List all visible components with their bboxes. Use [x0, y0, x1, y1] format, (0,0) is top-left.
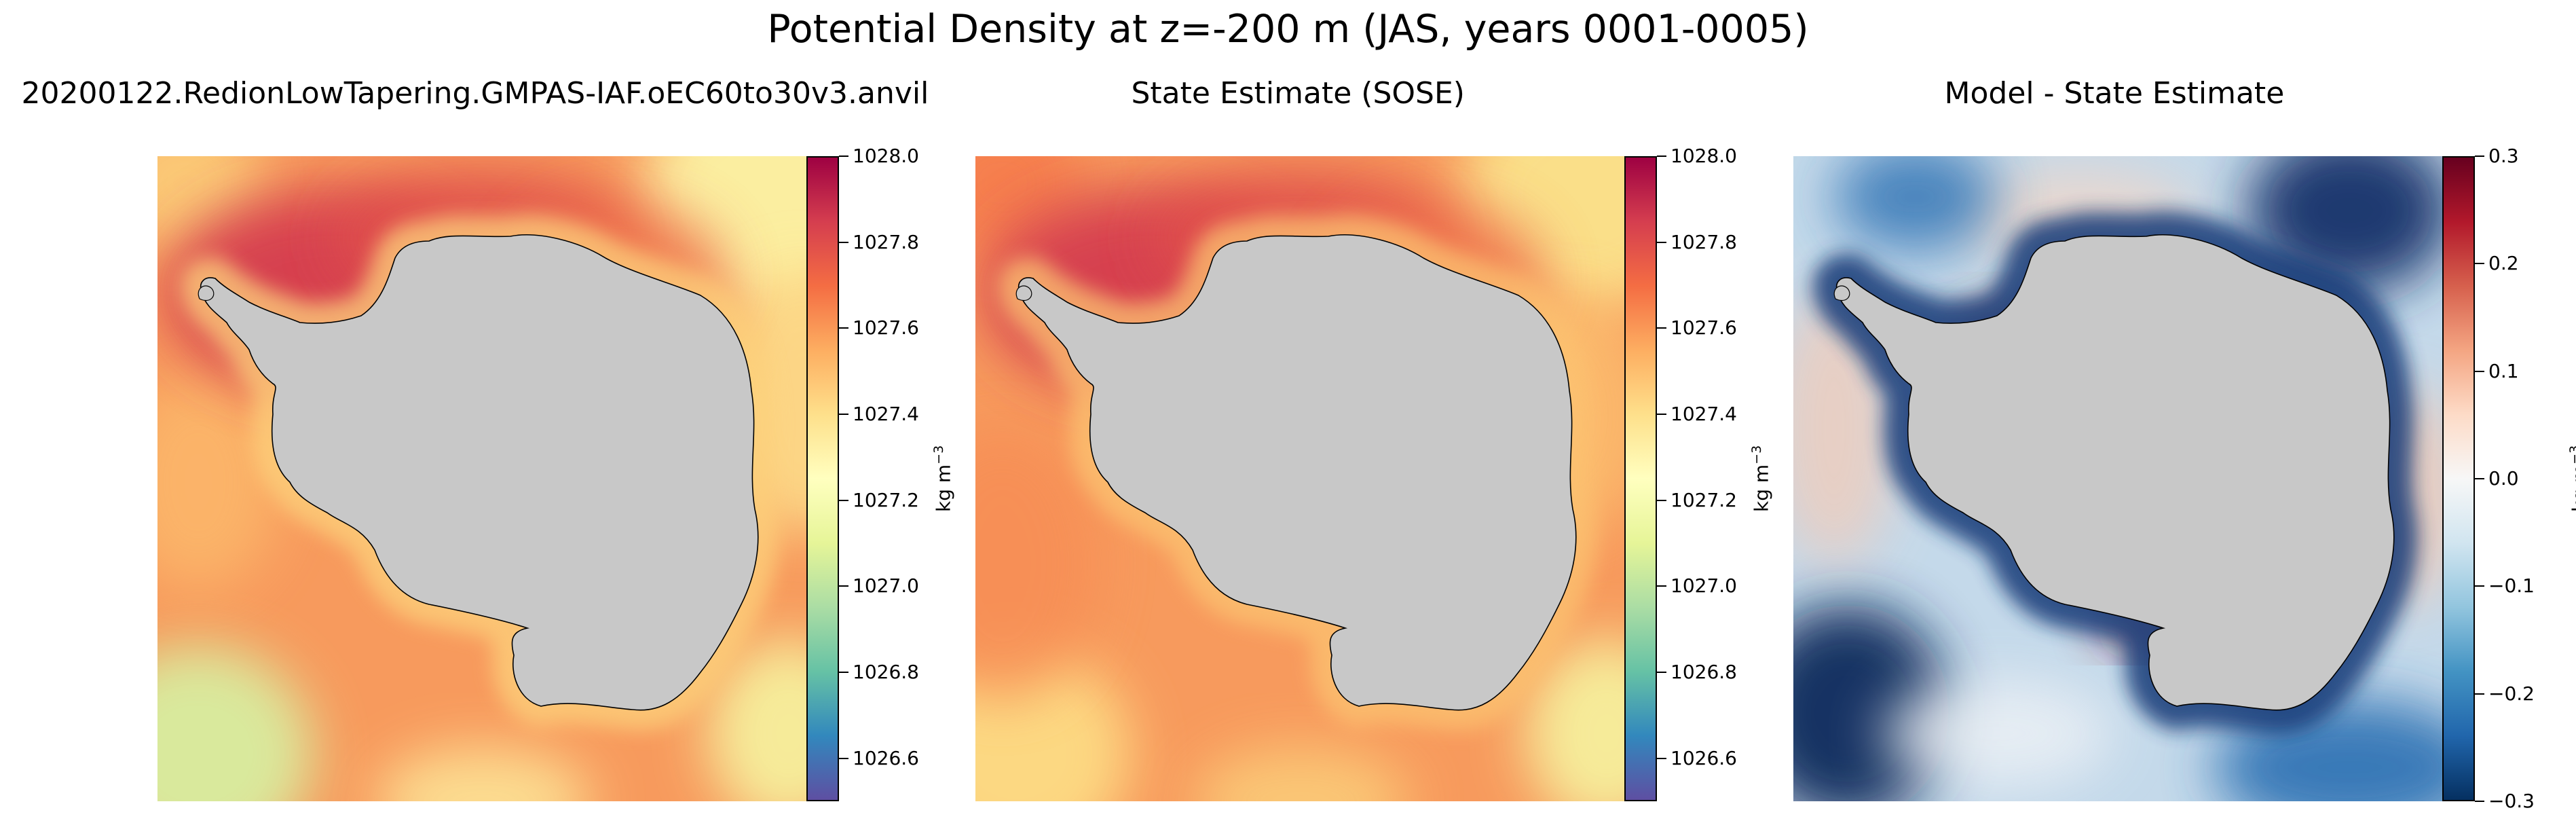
colorbar-tick — [1657, 156, 1666, 157]
field-region — [375, 747, 592, 801]
field-region — [1882, 679, 2112, 788]
field-region — [975, 428, 1098, 699]
colorbar-tick — [839, 241, 848, 243]
colorbar — [1624, 156, 1657, 801]
map-panel — [157, 156, 807, 801]
colorbar-tick — [2475, 478, 2484, 479]
colorbar-tick-label: 1027.8 — [1670, 230, 1737, 253]
field-region — [157, 645, 314, 801]
map-plot — [975, 156, 1625, 801]
colorbar-tick — [839, 757, 848, 759]
colorbar-tick-label: 1026.6 — [853, 746, 919, 769]
colorbar-tick — [1657, 672, 1666, 673]
colorbar-tick-label: 1028.0 — [853, 145, 919, 167]
island — [1833, 285, 1850, 301]
colorbar-tick — [839, 327, 848, 329]
colorbar-tick — [2475, 693, 2484, 695]
colorbar-tick — [1657, 241, 1666, 243]
panel-title: 20200122.RedionLowTapering.GMPAS-IAF.oEC… — [21, 76, 929, 111]
colorbar-tick — [1657, 585, 1666, 587]
colorbar-tick-label: 1027.4 — [853, 403, 919, 425]
colorbar-tick-label: 0.0 — [2488, 467, 2519, 490]
island — [198, 285, 214, 301]
field-region — [1193, 747, 1410, 801]
colorbar-tick-label: −0.3 — [2488, 790, 2535, 812]
colorbar-tick-label: 1026.8 — [1670, 661, 1737, 683]
colorbar-tick-label: 1027.2 — [853, 488, 919, 511]
colorbar-tick-label: 1027.2 — [1670, 488, 1737, 511]
colorbar-tick-label: 0.1 — [2488, 359, 2519, 382]
antarctica-landmass — [1018, 234, 1577, 711]
antarctica-landmass — [1836, 234, 2395, 711]
colorbar-tick — [839, 414, 848, 415]
map-panel — [1793, 156, 2443, 801]
colorbar-tick-label: 1027.0 — [853, 574, 919, 598]
colorbar-tick — [1657, 414, 1666, 415]
colorbar-tick-label: 1027.6 — [853, 316, 919, 340]
panel-title: Model - State Estimate — [1944, 76, 2285, 111]
colorbar-tick — [839, 585, 848, 587]
colorbar-tick-label: 1026.6 — [1670, 746, 1737, 769]
colorbar-tick-label: 1027.0 — [1670, 574, 1737, 598]
colorbar-tick — [2475, 585, 2484, 587]
antarctica-landmass — [200, 234, 759, 711]
field-region — [707, 638, 807, 801]
colorbar-tick-label: 1028.0 — [1670, 145, 1737, 167]
figure-title: Potential Density at z=-200 m (JAS, year… — [767, 7, 1809, 52]
map-panel — [975, 156, 1625, 801]
colorbar-tick — [1657, 499, 1666, 501]
colorbar-tick — [839, 499, 848, 501]
colorbar-tick — [2475, 801, 2484, 802]
panel-title: State Estimate (SOSE) — [1131, 76, 1465, 111]
map-plot — [1793, 156, 2443, 801]
colorbar-tick — [1657, 757, 1666, 759]
colorbar-unit-label: kg m−3 — [1749, 445, 1773, 512]
colorbar-tick — [2475, 370, 2484, 372]
colorbar-tick — [839, 672, 848, 673]
colorbar-tick-label: 0.3 — [2488, 145, 2519, 167]
colorbar-tick-label: −0.1 — [2488, 574, 2535, 598]
colorbar-tick-label: 1027.8 — [853, 230, 919, 253]
field-region — [1525, 638, 1625, 801]
colorbar-unit-label: kg m−3 — [2567, 445, 2576, 512]
colorbar-tick-label: 0.2 — [2488, 252, 2519, 275]
map-plot — [157, 156, 807, 801]
colorbar — [2442, 156, 2475, 801]
field-region — [1834, 156, 1997, 251]
colorbar-tick — [1657, 327, 1666, 329]
island — [1015, 285, 1032, 301]
colorbar-tick — [2475, 263, 2484, 265]
colorbar-tick — [839, 156, 848, 157]
colorbar-tick-label: 1027.4 — [1670, 403, 1737, 425]
colorbar-tick — [2475, 156, 2484, 157]
field-region — [157, 373, 280, 591]
colorbar-tick-label: −0.2 — [2488, 682, 2535, 705]
colorbar-tick-label: 1026.8 — [853, 661, 919, 683]
colorbar-unit-label: kg m−3 — [931, 445, 955, 512]
colorbar — [806, 156, 839, 801]
colorbar-tick-label: 1027.6 — [1670, 316, 1737, 340]
